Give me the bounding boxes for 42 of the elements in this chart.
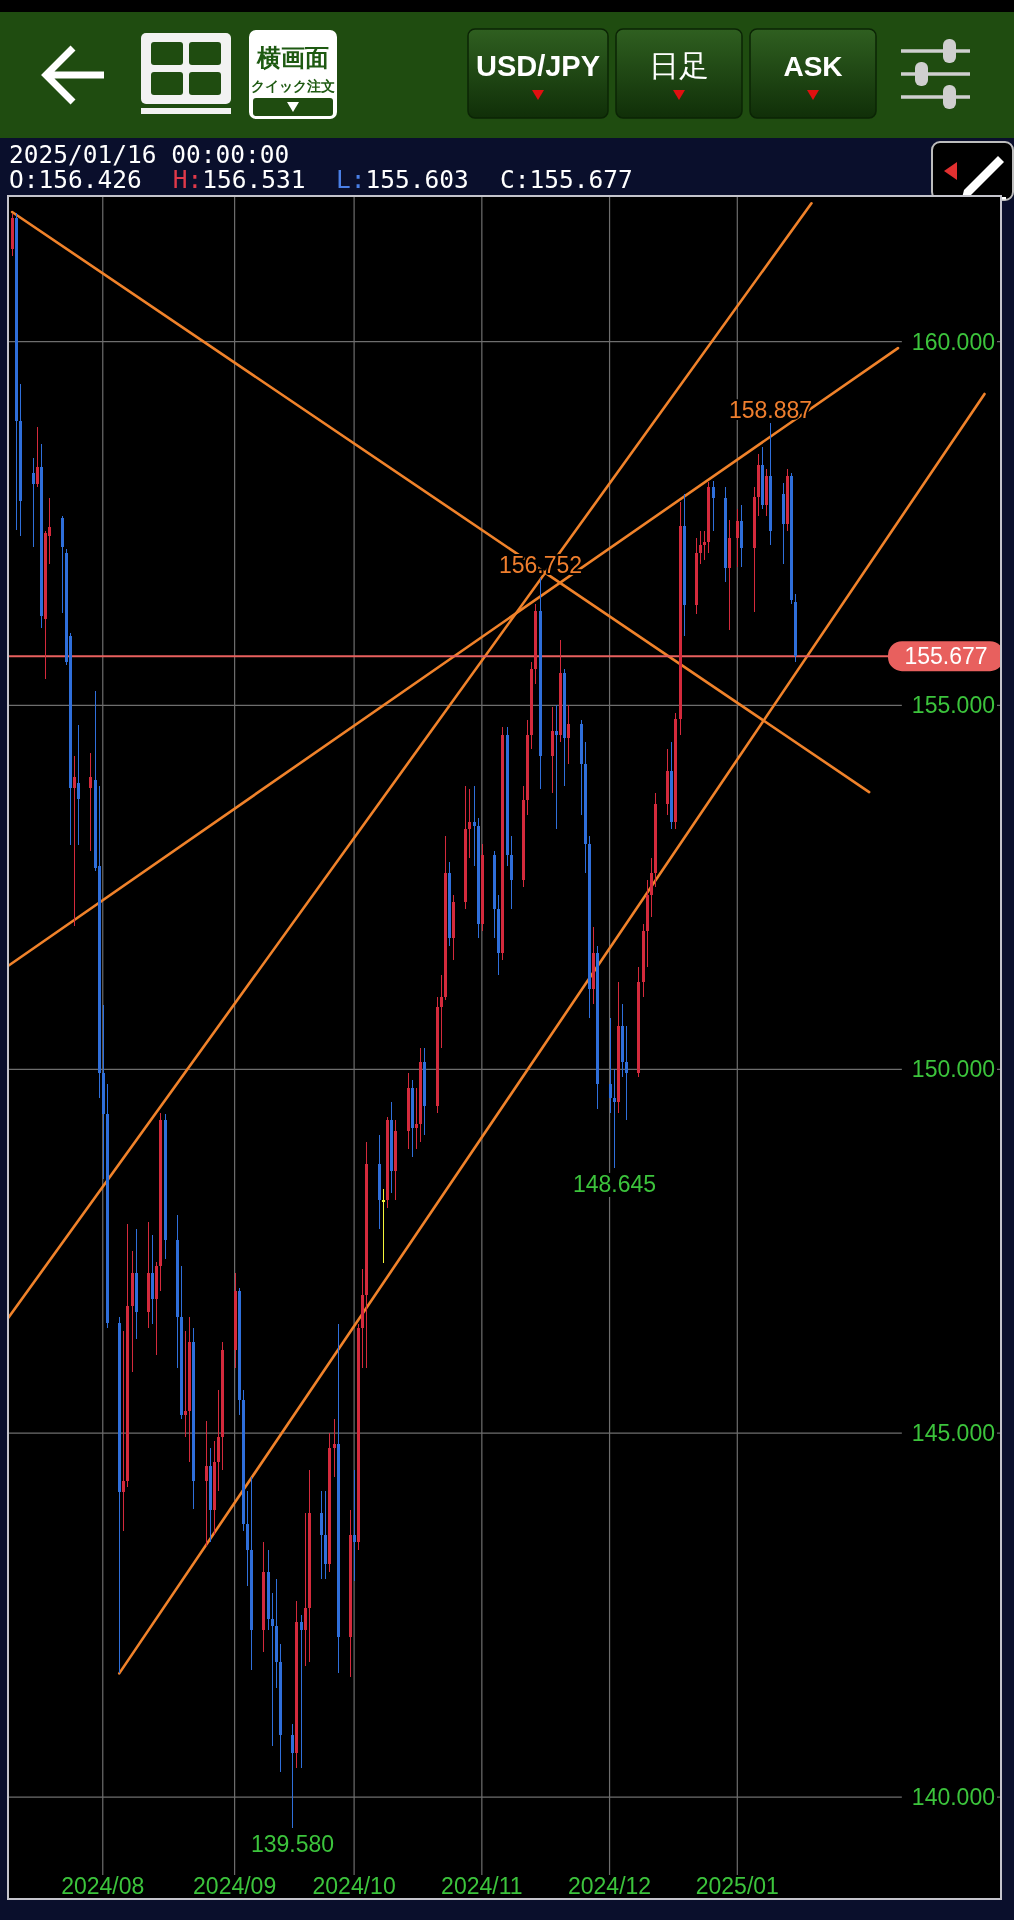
candlestick <box>415 1087 418 1150</box>
candlestick <box>382 1189 385 1263</box>
text: C:155.677 <box>500 165 633 194</box>
candlestick <box>122 1331 125 1531</box>
candlestick <box>625 1025 628 1121</box>
candlestick <box>300 1615 303 1768</box>
candlestick <box>271 1593 274 1747</box>
text: クイック注文 <box>251 78 335 94</box>
x-tick-label: 2024/08 <box>61 1873 145 1899</box>
annotation: 148.645 <box>572 1170 657 1197</box>
candlestick <box>304 1513 307 1667</box>
candlestick <box>353 1469 356 1581</box>
annotation: 139.580 <box>250 1830 335 1857</box>
ref-line-label: 155.677 <box>904 643 988 670</box>
candlestick <box>613 1069 616 1168</box>
annotation: 158.887 <box>728 396 813 423</box>
candlestick <box>184 1331 187 1437</box>
candlestick <box>205 1420 208 1547</box>
x-tick-label: 2024/11 <box>441 1873 523 1899</box>
candlestick <box>32 458 35 547</box>
candlestick <box>555 705 558 830</box>
y-tick-label: 150.000 <box>911 1056 995 1083</box>
timeframe-dropdown: 日足 <box>615 28 743 119</box>
chart-title: USD/JPY <box>475 50 601 82</box>
candlestick <box>73 756 76 926</box>
x-tick-label: 2024/12 <box>568 1873 652 1899</box>
x-tick-label: 2024/09 <box>193 1873 277 1899</box>
x-tick-label: 2025/01 <box>695 1873 779 1899</box>
text: L:155.603 <box>336 165 469 194</box>
y-tick-label: 140.000 <box>911 1784 995 1811</box>
text: 横画面 <box>256 44 329 72</box>
candlestick <box>473 785 476 866</box>
chart-subtitle: 日足 <box>649 48 709 83</box>
pair-dropdown: USD/JPY <box>467 28 609 119</box>
y-tick-label: 145.000 <box>911 1420 995 1447</box>
candlestick <box>468 789 471 859</box>
y-tick-label: 160.000 <box>911 328 995 355</box>
candlestick <box>89 753 92 851</box>
y-tick-label: 155.000 <box>911 692 995 719</box>
x-tick-label: 2024/10 <box>312 1873 396 1899</box>
text: ASK <box>783 51 843 82</box>
candlestick <box>333 1418 336 1477</box>
